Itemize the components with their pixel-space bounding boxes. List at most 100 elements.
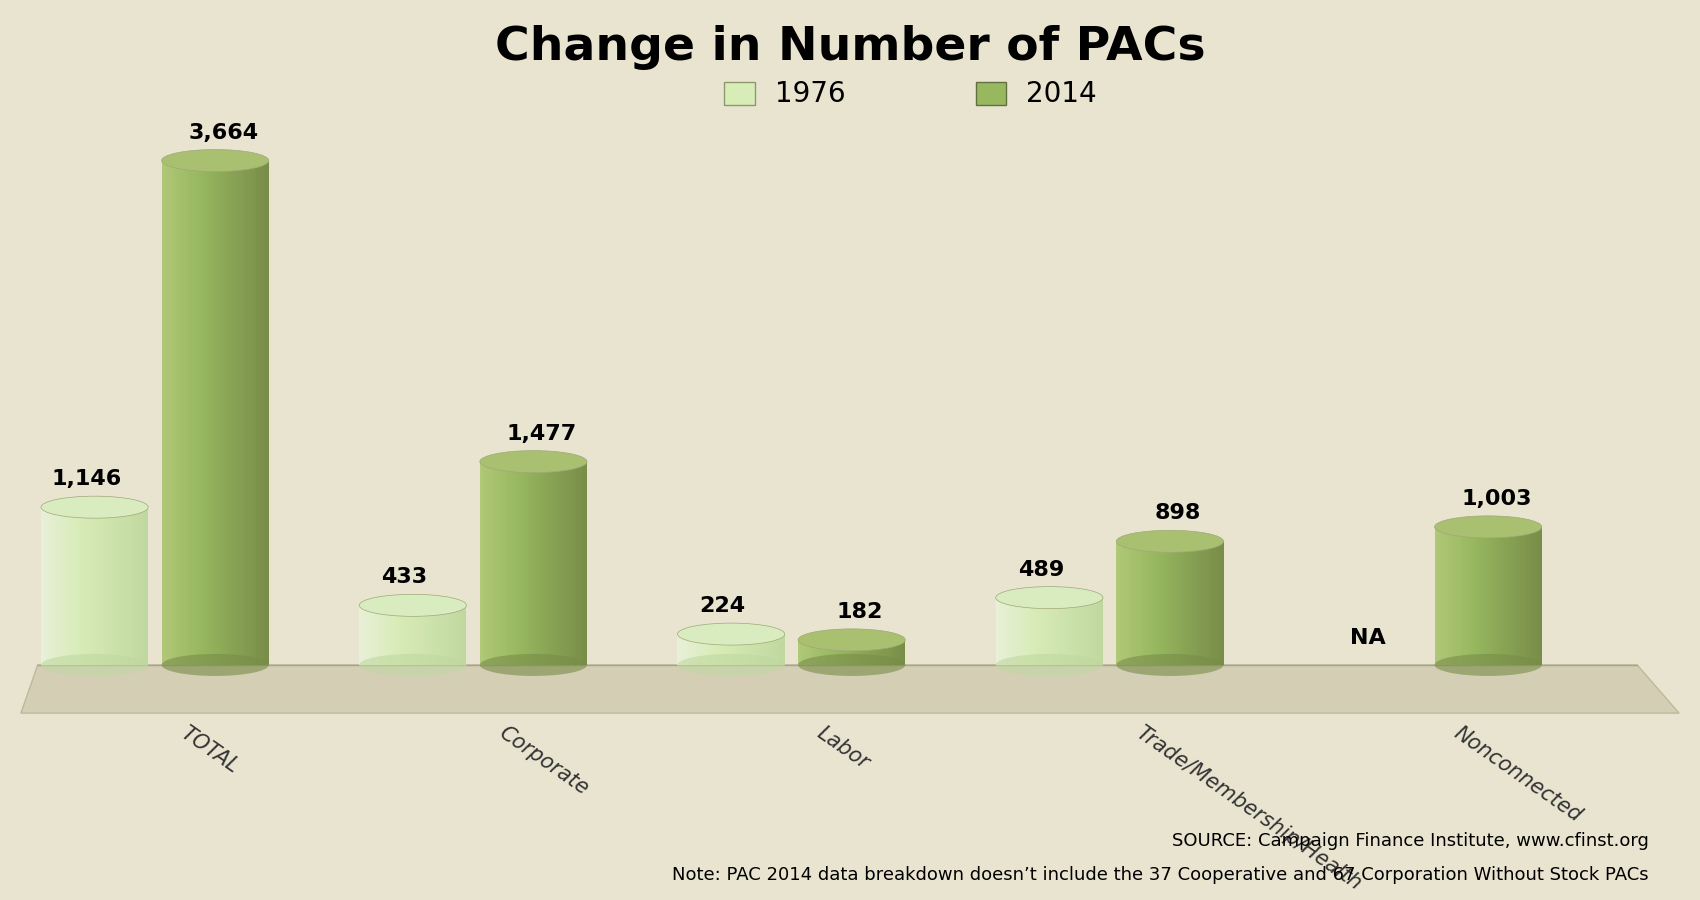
Polygon shape <box>450 606 452 665</box>
Polygon shape <box>187 160 189 665</box>
Polygon shape <box>1008 598 1010 665</box>
Text: 224: 224 <box>700 596 746 617</box>
Polygon shape <box>184 160 185 665</box>
Polygon shape <box>90 508 92 665</box>
Polygon shape <box>371 606 372 665</box>
Polygon shape <box>1438 526 1440 665</box>
Polygon shape <box>1442 526 1443 665</box>
Polygon shape <box>75 508 76 665</box>
Polygon shape <box>87 508 90 665</box>
Text: Corporate: Corporate <box>495 723 592 799</box>
Polygon shape <box>141 508 143 665</box>
Polygon shape <box>729 634 731 665</box>
Polygon shape <box>858 640 860 665</box>
Polygon shape <box>765 634 767 665</box>
Polygon shape <box>129 508 131 665</box>
Polygon shape <box>852 640 853 665</box>
Polygon shape <box>201 160 202 665</box>
Polygon shape <box>1222 541 1224 665</box>
Polygon shape <box>525 462 527 665</box>
Polygon shape <box>1200 541 1202 665</box>
Polygon shape <box>1012 598 1013 665</box>
Polygon shape <box>802 640 804 665</box>
Polygon shape <box>724 634 726 665</box>
Polygon shape <box>576 462 578 665</box>
Polygon shape <box>245 160 248 665</box>
Polygon shape <box>1078 598 1080 665</box>
Polygon shape <box>541 462 542 665</box>
Polygon shape <box>434 606 437 665</box>
Polygon shape <box>804 640 806 665</box>
Polygon shape <box>258 160 260 665</box>
Polygon shape <box>182 160 184 665</box>
Polygon shape <box>405 606 406 665</box>
Polygon shape <box>381 606 382 665</box>
Polygon shape <box>561 462 563 665</box>
Ellipse shape <box>479 451 586 472</box>
Polygon shape <box>143 508 144 665</box>
Polygon shape <box>73 508 75 665</box>
Polygon shape <box>1100 598 1102 665</box>
Polygon shape <box>563 462 564 665</box>
Polygon shape <box>391 606 393 665</box>
Polygon shape <box>529 462 530 665</box>
Polygon shape <box>1445 526 1447 665</box>
Polygon shape <box>1042 598 1044 665</box>
Polygon shape <box>173 160 175 665</box>
Polygon shape <box>726 634 728 665</box>
Polygon shape <box>551 462 553 665</box>
Polygon shape <box>440 606 442 665</box>
Polygon shape <box>554 462 556 665</box>
Polygon shape <box>1448 526 1450 665</box>
Polygon shape <box>1197 541 1198 665</box>
Polygon shape <box>1538 526 1540 665</box>
Polygon shape <box>119 508 121 665</box>
Polygon shape <box>889 640 891 665</box>
Text: 182: 182 <box>836 602 884 622</box>
Polygon shape <box>996 598 998 665</box>
Polygon shape <box>1046 598 1047 665</box>
Polygon shape <box>692 634 694 665</box>
Polygon shape <box>532 462 534 665</box>
Polygon shape <box>1040 598 1042 665</box>
Polygon shape <box>891 640 893 665</box>
Polygon shape <box>842 640 843 665</box>
Polygon shape <box>1166 541 1168 665</box>
Polygon shape <box>583 462 585 665</box>
Polygon shape <box>733 634 734 665</box>
Polygon shape <box>1498 526 1499 665</box>
Polygon shape <box>845 640 847 665</box>
Polygon shape <box>1499 526 1501 665</box>
Polygon shape <box>740 634 741 665</box>
Polygon shape <box>821 640 823 665</box>
Polygon shape <box>410 606 411 665</box>
Polygon shape <box>439 606 440 665</box>
Polygon shape <box>1506 526 1508 665</box>
Polygon shape <box>763 634 765 665</box>
Polygon shape <box>46 508 48 665</box>
Polygon shape <box>128 508 129 665</box>
Polygon shape <box>257 160 258 665</box>
Polygon shape <box>1510 526 1511 665</box>
Polygon shape <box>840 640 842 665</box>
Polygon shape <box>1171 541 1173 665</box>
Polygon shape <box>1062 598 1064 665</box>
Polygon shape <box>1117 541 1119 665</box>
Polygon shape <box>457 606 459 665</box>
Ellipse shape <box>678 654 785 676</box>
Polygon shape <box>133 508 134 665</box>
Polygon shape <box>1137 541 1139 665</box>
Polygon shape <box>850 640 852 665</box>
Polygon shape <box>428 606 430 665</box>
Polygon shape <box>552 462 554 665</box>
Polygon shape <box>95 508 97 665</box>
Polygon shape <box>580 462 581 665</box>
Polygon shape <box>1069 598 1071 665</box>
Polygon shape <box>367 606 369 665</box>
Polygon shape <box>1139 541 1141 665</box>
Polygon shape <box>139 508 141 665</box>
Polygon shape <box>1052 598 1054 665</box>
Polygon shape <box>571 462 573 665</box>
Polygon shape <box>872 640 874 665</box>
Polygon shape <box>536 462 537 665</box>
